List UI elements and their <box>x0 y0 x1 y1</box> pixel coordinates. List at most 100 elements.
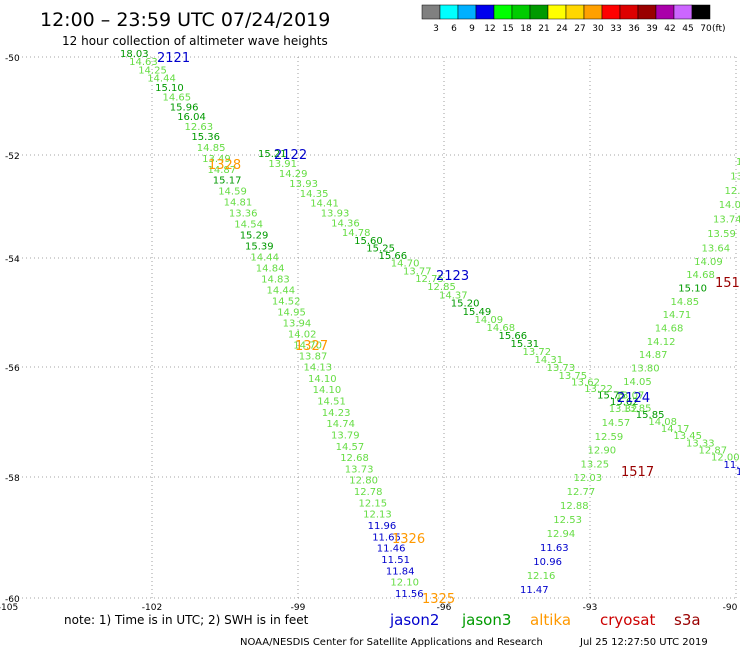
swh-value: 13.85 <box>623 403 652 414</box>
swh-value: 12.63 <box>185 122 214 133</box>
swh-value: 14.31 <box>535 355 564 366</box>
swh-value: 14.85 <box>671 297 700 308</box>
swh-value: 14.13 <box>304 363 333 374</box>
swh-value: 10.96 <box>533 557 562 568</box>
legend-swatch <box>421 4 441 20</box>
swh-value: 14.83 <box>261 275 290 286</box>
swh-value: 13.64 <box>702 243 731 254</box>
swh-value: 12.10 <box>390 578 419 589</box>
swh-value: 14.59 <box>218 187 247 198</box>
legend-label: 9 <box>469 24 475 34</box>
pass-label: 2123 <box>436 269 469 284</box>
swh-value: 12.88 <box>560 501 589 512</box>
legend-label: 42 <box>664 24 675 34</box>
swh-value: 13.1 <box>730 171 740 182</box>
swh-value: 14.09 <box>475 315 504 326</box>
swh-value: 12.94 <box>547 529 576 540</box>
swh-value: 14.74 <box>326 419 355 430</box>
lat-label: -50 <box>5 54 20 64</box>
swh-value: 11.51 <box>381 555 410 566</box>
swh-value: 13.74 <box>713 215 740 226</box>
swh-value: 13.87 <box>299 351 328 362</box>
legend-swatch <box>547 4 567 20</box>
swh-value: 13.77 <box>403 266 432 277</box>
swh-value: 13.72 <box>523 347 552 358</box>
satellite-legend-item: jason3 <box>461 611 511 629</box>
swh-value: 11 <box>736 467 740 478</box>
swh-value: 14.57 <box>336 442 365 453</box>
swh-value: 15.49 <box>463 307 492 318</box>
swh-value: 15.66 <box>379 251 408 262</box>
swh-value: 14.17 <box>661 424 690 435</box>
swh-value: 14.52 <box>272 296 301 307</box>
swh-value: 14.25 <box>138 65 167 76</box>
swh-value: 12.90 <box>588 446 617 457</box>
swh-value: 13.45 <box>673 431 702 442</box>
swh-value: 15.29 <box>240 231 269 242</box>
swh-value: 12.16 <box>527 571 556 582</box>
swh-value: 14.68 <box>655 324 684 335</box>
swh-value: 13.22 <box>584 384 613 395</box>
swh-value: 14.78 <box>342 228 371 239</box>
footer-note: note: 1) Time is in UTC; 2) SWH is in fe… <box>64 613 309 627</box>
pass-label: 1327 <box>295 339 328 354</box>
swh-value: 13.36 <box>229 209 258 220</box>
swh-value: 14.71 <box>663 310 692 321</box>
legend-swatch <box>493 4 513 20</box>
pass-label: 1326 <box>392 532 425 547</box>
swh-value: 13.07 <box>616 390 645 401</box>
swh-value: 15.10 <box>155 83 184 94</box>
swh-value: 14.57 <box>602 418 631 429</box>
swh-value: 14.05 <box>623 377 652 388</box>
legend-swatch <box>673 4 693 20</box>
swh-value: 14.44 <box>267 286 296 297</box>
pass-label: 1517 <box>621 465 654 480</box>
swh-value: 15.10 <box>678 284 707 295</box>
swh-value: 11.96 <box>368 521 397 532</box>
swh-value: 11.84 <box>386 566 415 577</box>
lon-label: -102 <box>142 603 162 613</box>
swh-value: 15.62 <box>610 397 639 408</box>
legend-label: 36 <box>628 24 640 34</box>
swh-value: 14.09 <box>694 257 723 268</box>
swh-value: 14.41 <box>310 199 339 210</box>
legend-label: 12 <box>484 24 495 34</box>
swh-value: 14.12 <box>647 337 676 348</box>
swh-value: 13.80 <box>631 364 660 375</box>
legend-label: 6 <box>451 24 457 34</box>
swh-value: 13.49 <box>202 154 231 165</box>
swh-value: 14.51 <box>317 397 346 408</box>
swh-value: 12.15 <box>359 498 388 509</box>
footer-timestamp: Jul 25 12:27:50 UTC 2019 <box>579 637 708 648</box>
legend-label: 33 <box>610 24 621 34</box>
swh-value: 12.03 <box>574 473 603 484</box>
color-legend: 3 6 9 12 15 18 21 24 27 30 33 36 39 42 45 70 <box>421 4 712 34</box>
legend-label: 21 <box>538 24 549 34</box>
legend-swatch <box>691 4 711 20</box>
swh-value: 13.79 <box>331 430 360 441</box>
swh-value: 12.59 <box>595 432 624 443</box>
swh-value: 14.37 <box>439 290 468 301</box>
lon-label: -105 <box>0 603 18 613</box>
swh-value: 15.21 <box>258 149 287 160</box>
page-title: 12:00 – 23:59 UTC 07/24/2019 <box>40 9 330 31</box>
swh-value: 11.63 <box>540 543 569 554</box>
swh-value: 12.9 <box>725 186 740 197</box>
legend-swatch <box>529 4 549 20</box>
satellite-legend-item: altika <box>530 611 571 629</box>
swh-value: 15.17 <box>213 176 242 187</box>
pass-label: 2121 <box>157 51 190 66</box>
pass-label: 2122 <box>274 148 307 163</box>
swh-value: 12.68 <box>340 453 369 464</box>
lat-label: -60 <box>5 595 20 605</box>
swh-value: 13.91 <box>268 159 297 170</box>
swh-value: 14.81 <box>224 198 253 209</box>
swh-value: 14.84 <box>256 264 285 275</box>
legend-label: 45 <box>682 24 693 34</box>
pass-labels: 2121 2122 2123 2124 1328 1327 1326 1325 1517 1517 <box>157 51 740 607</box>
legend-label: 27 <box>574 24 585 34</box>
satellite-legend: jason2 jason3 altika cryosat s3a <box>389 611 701 629</box>
legend-swatch <box>619 4 639 20</box>
swh-tracks: 18.0314.6314.2514.4415.1014.6515.9616.04… <box>120 49 740 600</box>
legend-swatch <box>457 4 477 20</box>
